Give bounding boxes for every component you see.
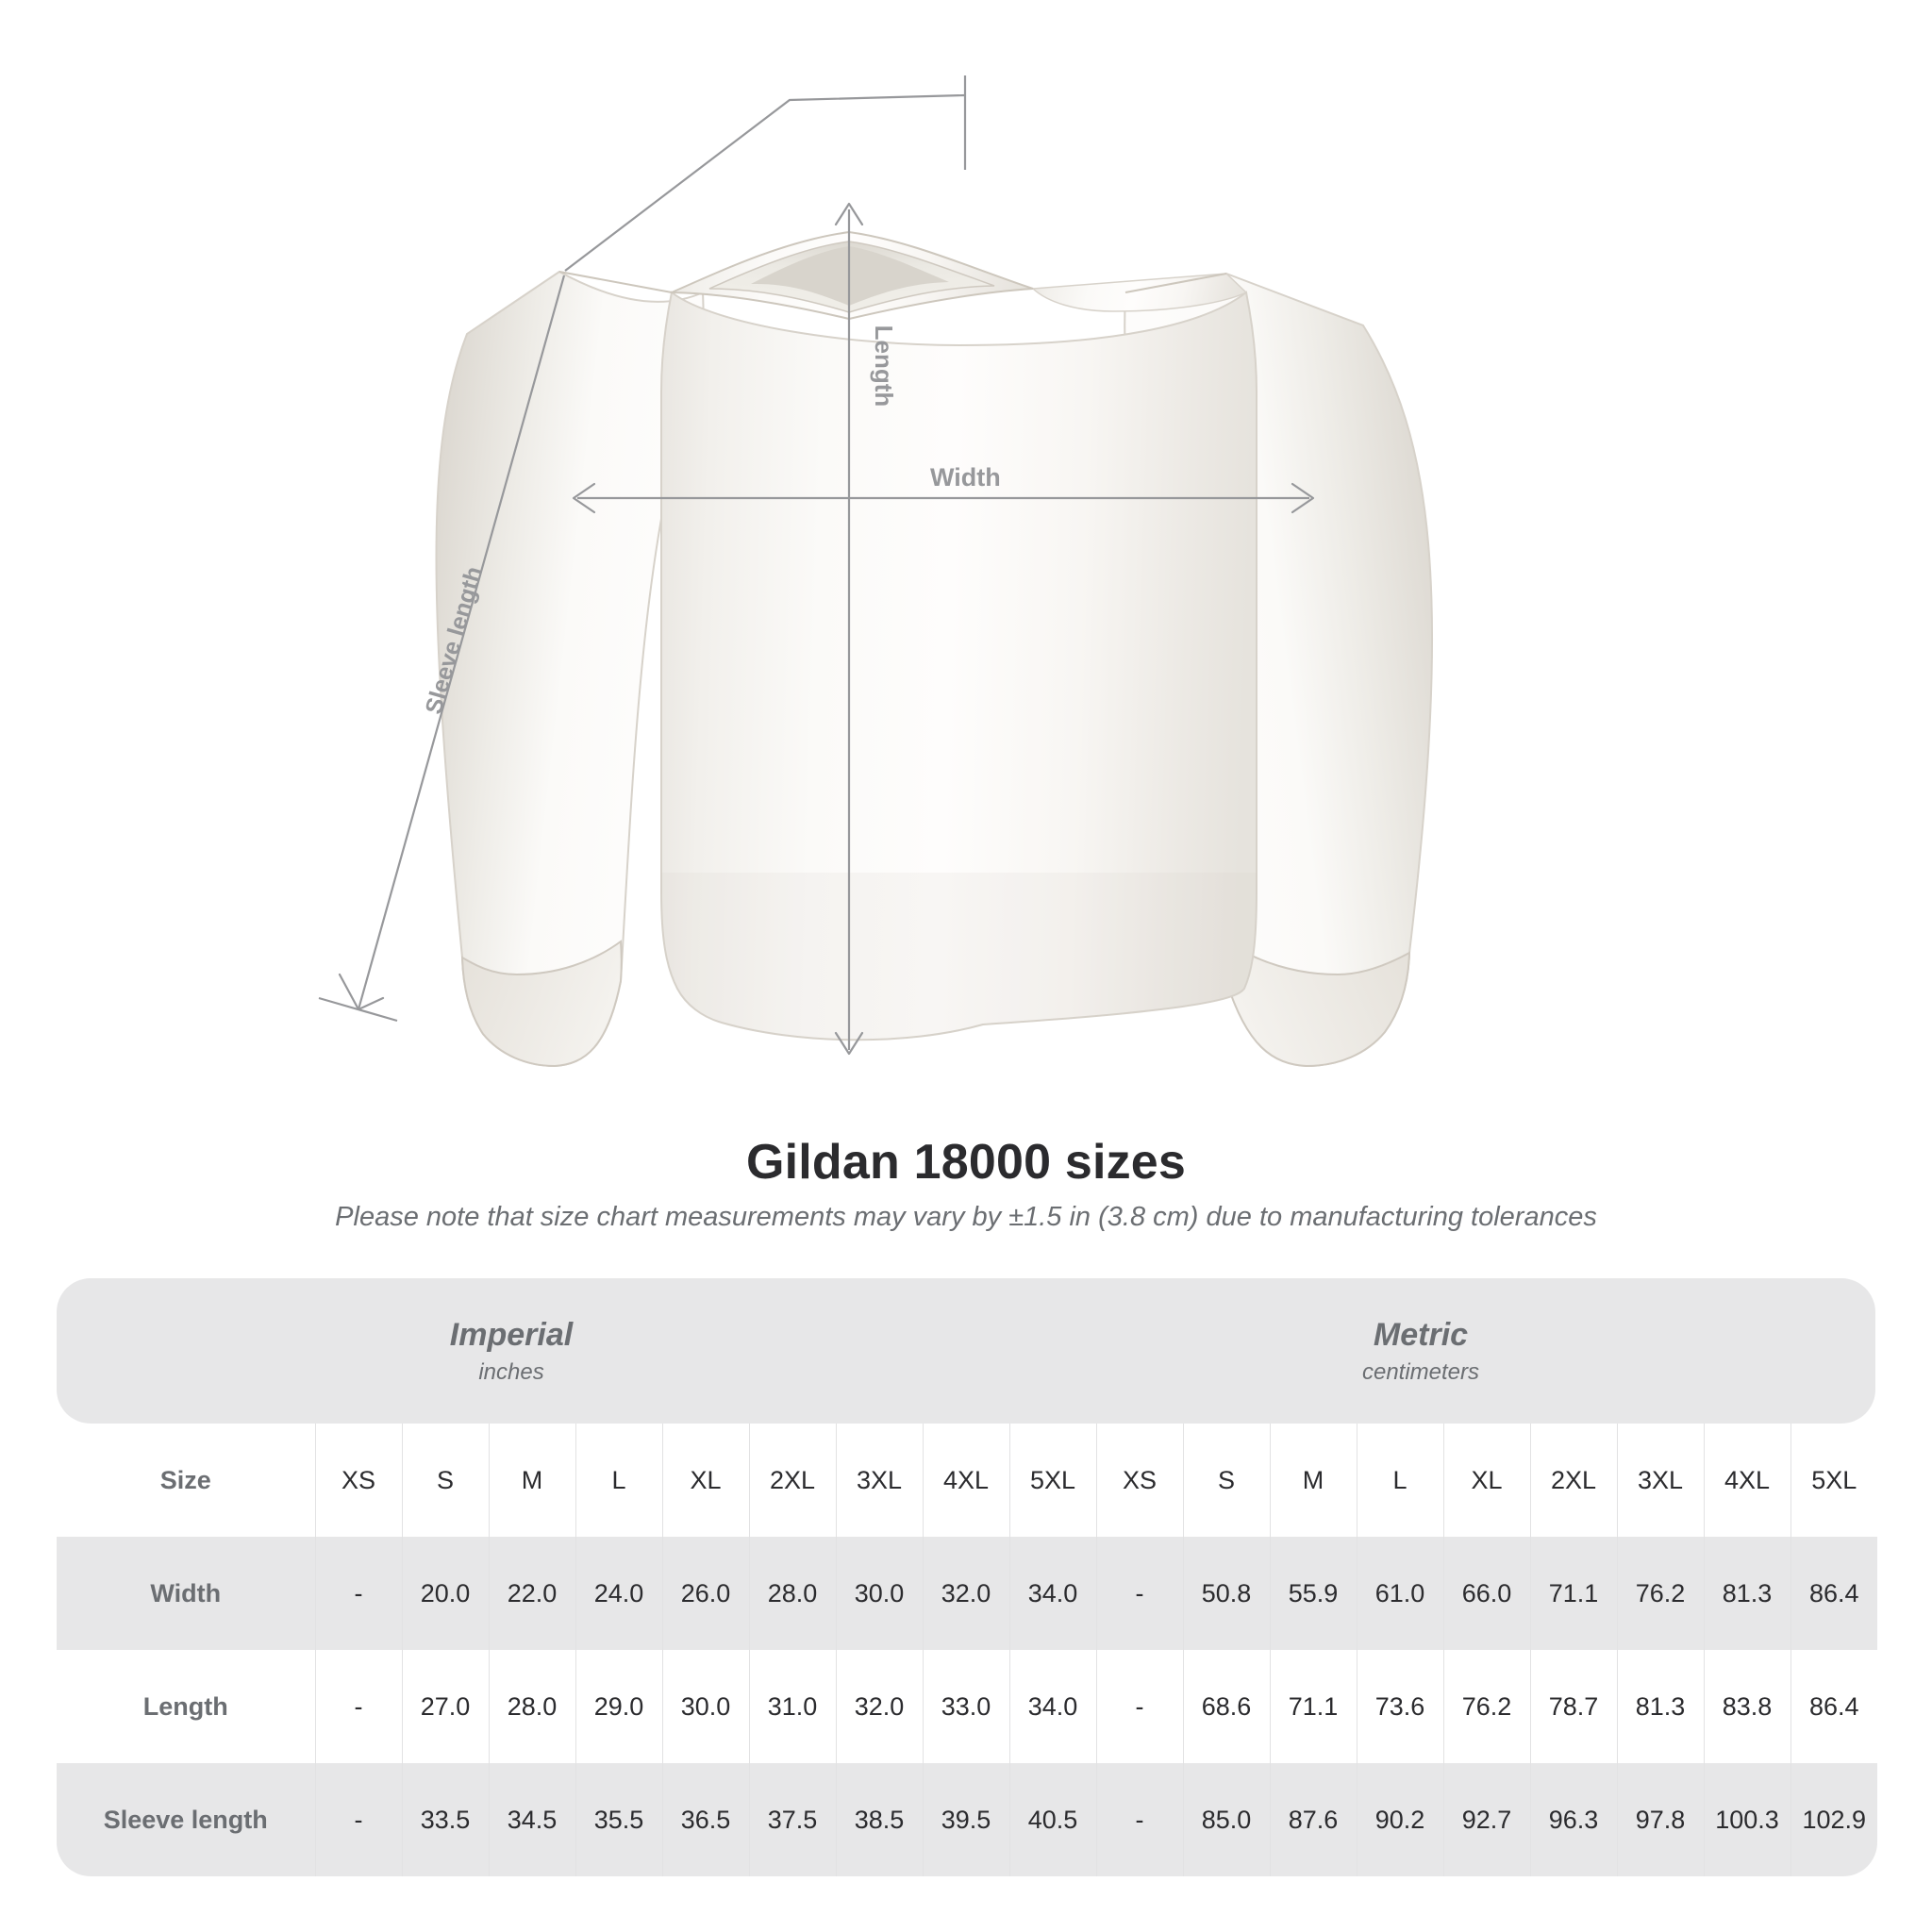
svg-text:Length: Length bbox=[870, 325, 898, 408]
svg-text:Width: Width bbox=[930, 463, 1001, 491]
